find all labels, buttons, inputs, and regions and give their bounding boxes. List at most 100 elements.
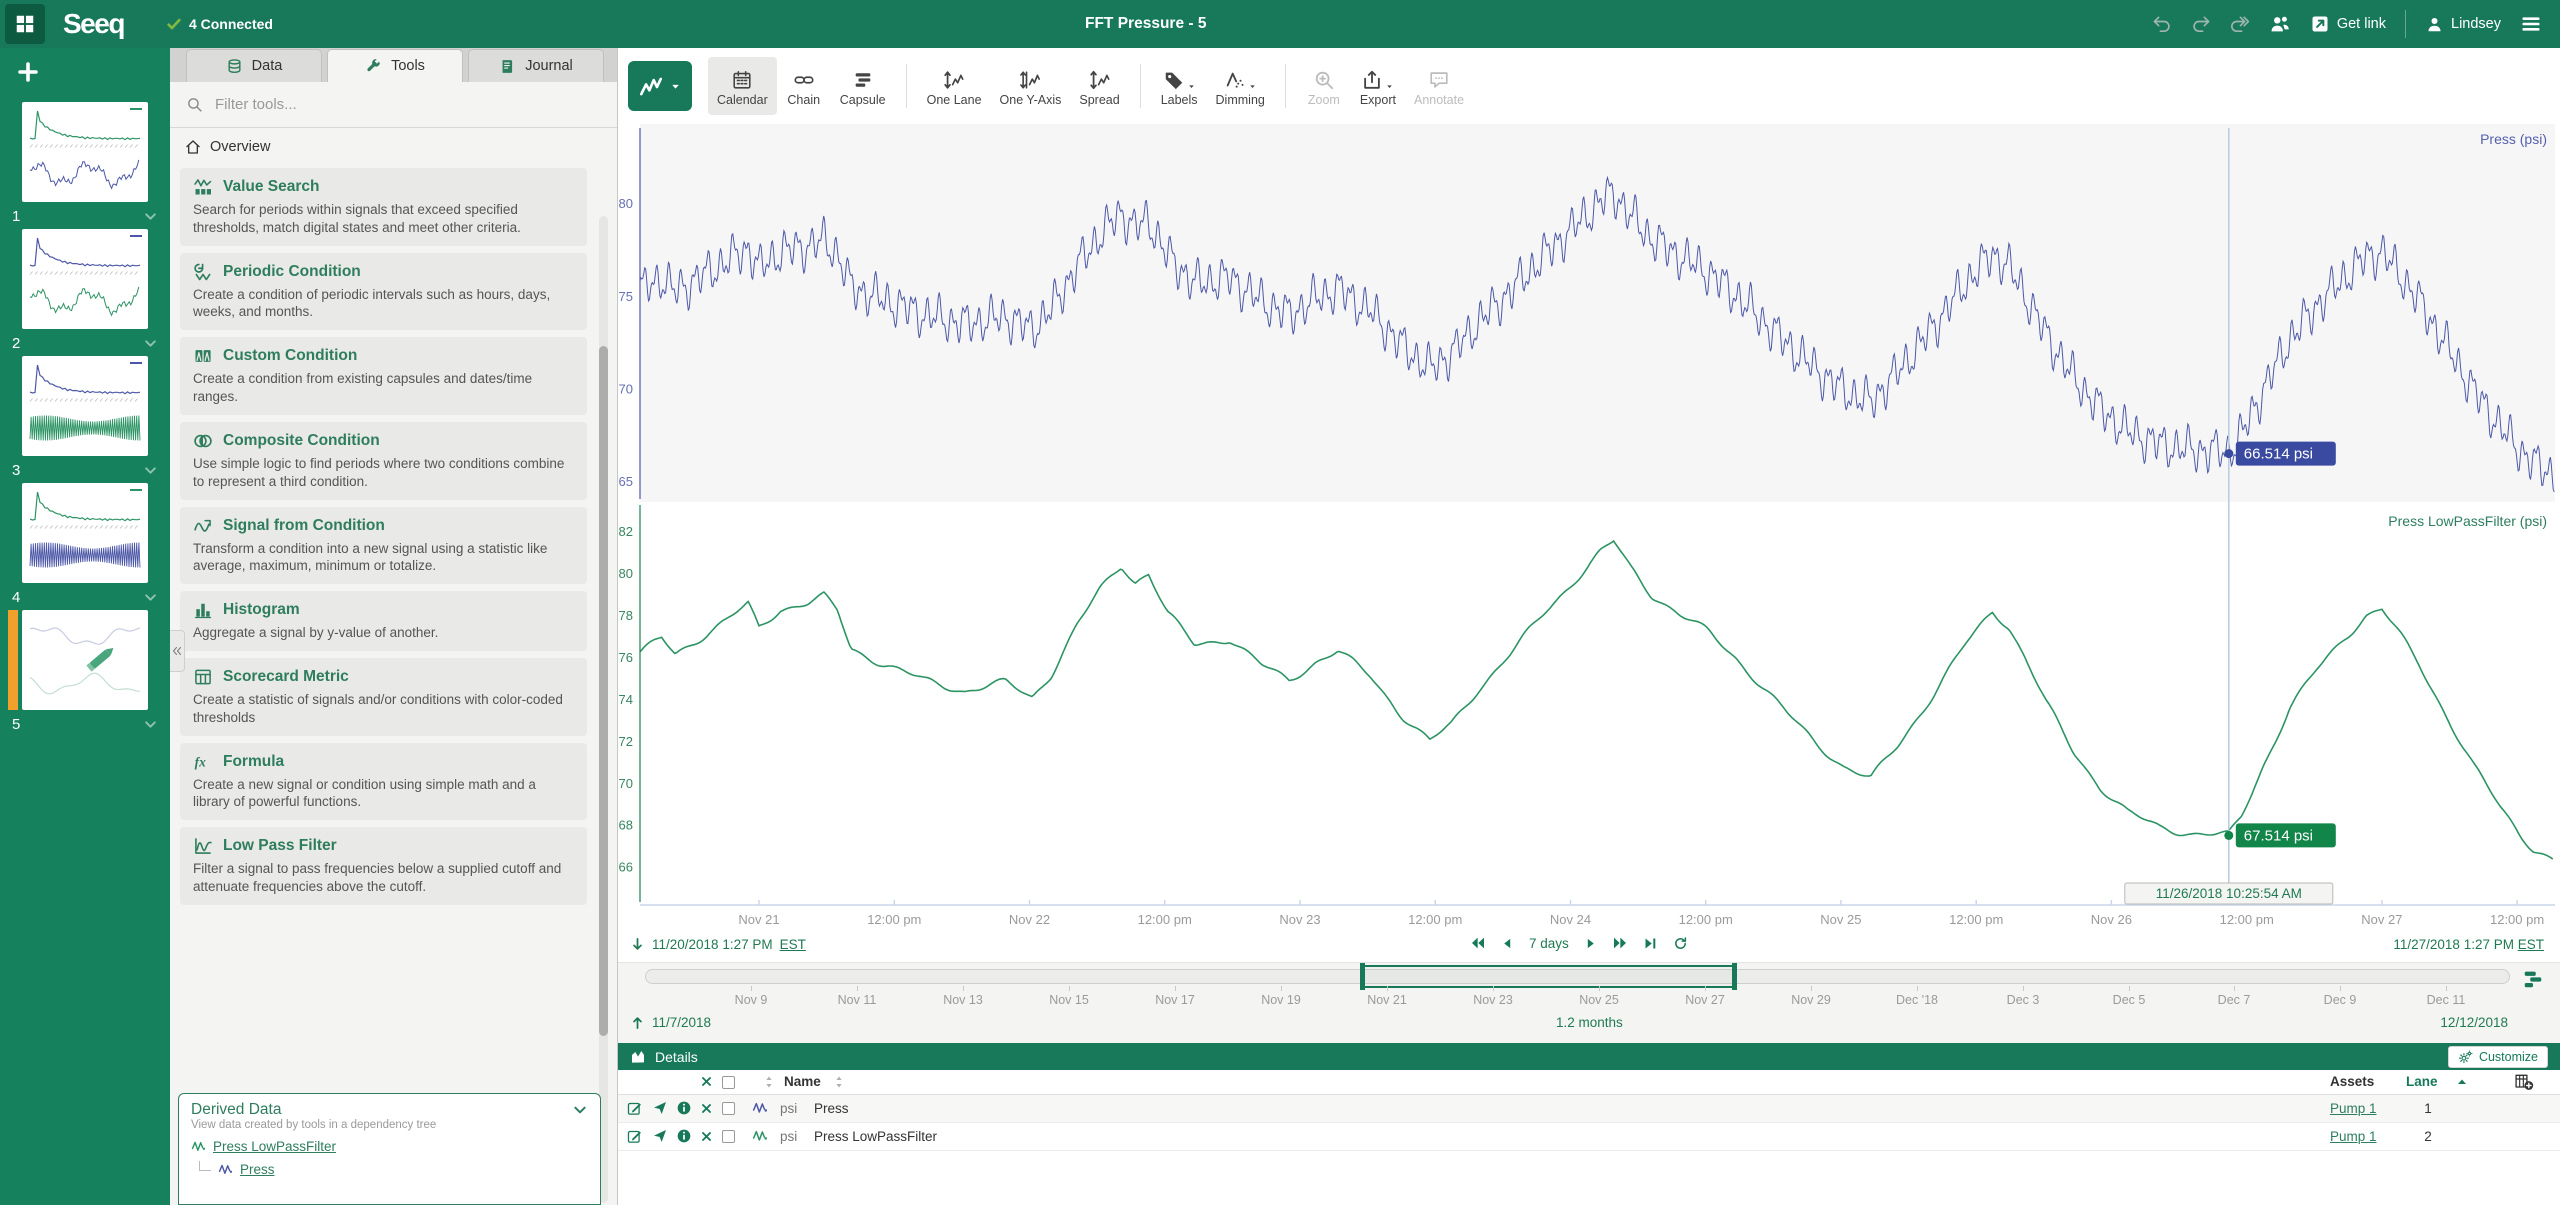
worksheet-thumbnail-1[interactable]	[22, 102, 148, 202]
item-info-button[interactable]	[676, 1128, 692, 1144]
tool-card-signal-from-condition[interactable]: Signal from Condition Transform a conditi…	[180, 506, 587, 585]
worksheet-label-1[interactable]: 1	[0, 203, 170, 229]
tool-card-value-search[interactable]: Value Search Search for periods within si…	[180, 168, 587, 246]
navigate-item-button[interactable]	[652, 1128, 668, 1144]
worksheet-label-5[interactable]: 5	[0, 711, 170, 737]
tool-card-low-pass-filter[interactable]: Low Pass Filter Filter a signal to pass f…	[180, 827, 587, 905]
display-range-end-tz[interactable]: EST	[2517, 937, 2544, 952]
toolbar-button-calendar[interactable]: Calendar	[708, 57, 777, 115]
worksheet-thumbnail-5[interactable]	[22, 610, 148, 710]
tool-card-formula[interactable]: fx Formula Create a new signal or conditio…	[180, 742, 587, 821]
worksheet-label-2[interactable]: 2	[0, 330, 170, 356]
toolbar-button-export[interactable]: Export	[1351, 57, 1405, 115]
tool-card-composite-condition[interactable]: Composite Condition Use simple logic to f…	[180, 421, 587, 500]
navigate-item-button[interactable]	[652, 1100, 668, 1116]
tool-card-custom-condition[interactable]: Custom Condition Create a condition from …	[180, 337, 587, 415]
tab-data[interactable]: Data	[186, 49, 322, 82]
details-row-press[interactable]: psi Press Pump 1 1	[618, 1095, 2560, 1123]
remove-item-button[interactable]	[700, 1102, 713, 1115]
column-header-lane[interactable]: Lane	[2406, 1074, 2438, 1089]
filter-tools-input[interactable]	[213, 95, 601, 114]
worksheet-label-3[interactable]: 3	[0, 457, 170, 483]
collapse-panel-handle[interactable]	[170, 630, 185, 672]
toolbar-button-capsule[interactable]: Capsule	[831, 57, 895, 115]
row-checkbox[interactable]	[722, 1102, 735, 1115]
sort-icon[interactable]	[832, 1075, 846, 1089]
tab-journal[interactable]: Journal	[468, 49, 604, 82]
hamburger-menu-button[interactable]	[2520, 13, 2542, 35]
tool-card-scorecard-metric[interactable]: Scorecard Metric Create a statistic of si…	[180, 657, 587, 736]
new-worksheet-button[interactable]	[12, 56, 44, 88]
sort-icon	[836, 1076, 842, 1088]
display-range-end[interactable]: 11/27/2018 1:27 PM EST	[2393, 937, 2544, 952]
derived-data-header[interactable]: Derived Data	[191, 1101, 588, 1119]
step-back-button[interactable]	[1501, 937, 1514, 950]
sort-icon[interactable]	[762, 1075, 776, 1089]
worksheet-thumbnail-3[interactable]	[22, 356, 148, 456]
y-tick-label: 75	[619, 289, 633, 304]
sort-ascending-icon[interactable]	[2456, 1076, 2468, 1088]
tools-scrollbar[interactable]	[599, 216, 608, 1203]
undo-button[interactable]	[2152, 14, 2172, 34]
toolbar-button-one-y-axis[interactable]: One Y-Axis	[991, 57, 1071, 115]
edit-item-button[interactable]	[626, 1128, 643, 1145]
view-mode-button[interactable]	[628, 61, 692, 111]
cursor-value-label: 67.514 psi	[2244, 827, 2313, 844]
capsule-time-button[interactable]	[2522, 968, 2544, 990]
add-column-button[interactable]	[2514, 1072, 2534, 1092]
get-link-button[interactable]: Get link	[2310, 14, 2386, 34]
overview-link[interactable]: Overview	[170, 128, 617, 166]
remove-item-button[interactable]	[700, 1130, 713, 1143]
external-link-icon	[2312, 16, 2328, 32]
edit-item-button[interactable]	[626, 1100, 643, 1117]
worksheet-thumbnail-4[interactable]	[22, 483, 148, 583]
remove-all-button[interactable]	[700, 1075, 713, 1088]
investigate-end[interactable]: 12/12/2018	[2440, 1015, 2508, 1030]
user-menu[interactable]: Lindsey	[2425, 15, 2501, 34]
go-to-now-button[interactable]	[1643, 936, 1658, 951]
investigate-selection[interactable]	[1360, 963, 1737, 990]
jump-forward-button[interactable]	[1612, 935, 1628, 951]
caret-down-icon	[1188, 85, 1194, 88]
derived-data-link[interactable]: Press LowPassFilter	[213, 1139, 337, 1154]
investigate-track[interactable]	[645, 969, 2510, 984]
toolbar-button-dimming[interactable]: Dimming	[1207, 57, 1274, 115]
tool-card-periodic-condition[interactable]: Periodic Condition Create a condition of …	[180, 252, 587, 331]
tab-tools[interactable]: Tools	[327, 49, 463, 82]
details-row-press-lowpassfilter[interactable]: psi Press LowPassFilter Pump 1 2	[618, 1123, 2560, 1151]
item-asset-link[interactable]: Pump 1	[2330, 1101, 2377, 1116]
step-forward-button[interactable]	[1584, 937, 1597, 950]
toolbar-button-one-lane[interactable]: One Lane	[918, 57, 991, 115]
toolbar-button-zoom[interactable]: Zoom	[1297, 57, 1351, 115]
tool-card-histogram[interactable]: Histogram Aggregate a signal by y-value o…	[180, 591, 587, 651]
toolbar-button-annotate[interactable]: Annotate	[1405, 57, 1473, 115]
redo-all-button[interactable]	[2230, 14, 2250, 34]
app-grid-button[interactable]	[5, 4, 45, 44]
display-range-start-tz[interactable]: EST	[779, 937, 806, 952]
derived-data-link[interactable]: Press	[240, 1162, 275, 1177]
redo-button[interactable]	[2191, 14, 2211, 34]
share-users-button[interactable]	[2269, 13, 2291, 35]
row-checkbox[interactable]	[722, 1130, 735, 1143]
select-all-checkbox[interactable]	[722, 1076, 735, 1089]
customize-button[interactable]: Customize	[2447, 1046, 2548, 1068]
auto-update-button[interactable]	[1673, 936, 1688, 951]
jump-back-button[interactable]	[1470, 935, 1486, 951]
connection-status[interactable]: 4 Connected	[166, 16, 273, 32]
item-info-button[interactable]	[676, 1100, 692, 1116]
duration-button[interactable]: 7 days	[1529, 935, 1569, 951]
item-asset-link[interactable]: Pump 1	[2330, 1129, 2377, 1144]
display-range-start[interactable]: 11/20/2018 1:27 PM EST	[630, 937, 806, 952]
toolbar-button-spread[interactable]: Spread	[1070, 57, 1128, 115]
column-header-name[interactable]: Name	[784, 1074, 821, 1089]
toolbar-button-chain[interactable]: Chain	[777, 57, 831, 115]
seeq-logo[interactable]: Seeq	[63, 8, 125, 39]
worksheet-thumbnail-2[interactable]	[22, 229, 148, 329]
column-header-assets[interactable]: Assets	[2330, 1074, 2375, 1089]
investigate-start[interactable]: 11/7/2018	[630, 1015, 711, 1030]
trend-chart[interactable]: 65 70 75 80 66 68 70 72 74 76 78 80 82 Nov 21 12:00 pm…	[618, 124, 2560, 934]
details-panel: Details Customize Name Assets Lane psi Pres…	[618, 1043, 2560, 1205]
tools-scrollbar-thumb[interactable]	[599, 346, 608, 1036]
toolbar-button-labels[interactable]: Labels	[1152, 57, 1207, 115]
worksheet-label-4[interactable]: 4	[0, 584, 170, 610]
